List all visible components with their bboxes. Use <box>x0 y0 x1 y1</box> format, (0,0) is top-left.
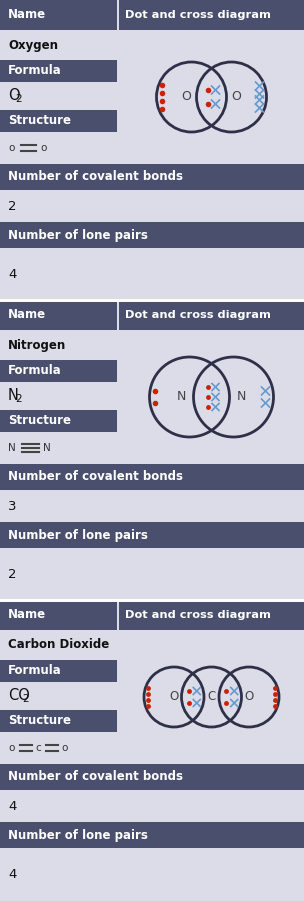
Text: N: N <box>8 388 19 404</box>
Text: Number of lone pairs: Number of lone pairs <box>8 529 148 542</box>
Text: o: o <box>8 743 14 753</box>
Text: o: o <box>40 143 47 153</box>
Text: C: C <box>207 690 216 704</box>
Bar <box>0 192 304 220</box>
Bar <box>0 492 304 520</box>
Bar <box>0 134 117 162</box>
Bar <box>0 84 117 108</box>
Text: N: N <box>237 390 246 404</box>
Text: Formula: Formula <box>8 665 62 678</box>
Text: o: o <box>8 143 14 153</box>
Bar <box>0 632 117 658</box>
Bar <box>0 764 304 790</box>
Text: N: N <box>8 443 16 453</box>
Bar <box>0 384 117 408</box>
Bar <box>0 60 117 82</box>
Text: Dot and cross diagram: Dot and cross diagram <box>125 310 271 320</box>
Bar <box>0 600 117 630</box>
Bar <box>0 660 117 682</box>
Bar <box>119 300 304 330</box>
Bar <box>0 0 117 30</box>
Text: c: c <box>35 743 41 753</box>
Bar <box>0 410 117 432</box>
Text: Structure: Structure <box>8 414 71 427</box>
Text: Dot and cross diagram: Dot and cross diagram <box>125 10 271 20</box>
Bar <box>0 822 304 848</box>
Text: 3: 3 <box>8 499 16 513</box>
Bar <box>0 522 304 548</box>
Text: 2: 2 <box>15 94 22 104</box>
Text: N: N <box>43 443 51 453</box>
Text: Formula: Formula <box>8 365 62 378</box>
Bar <box>0 550 304 598</box>
Bar <box>0 360 117 382</box>
Text: 2: 2 <box>8 568 16 580</box>
Bar <box>0 222 304 248</box>
Text: 4: 4 <box>8 868 16 880</box>
Text: O: O <box>232 90 241 104</box>
Bar <box>0 710 117 732</box>
Text: O: O <box>169 690 179 704</box>
Bar <box>119 332 304 462</box>
Text: Name: Name <box>8 608 46 622</box>
Text: Carbon Dioxide: Carbon Dioxide <box>8 639 109 651</box>
Text: 2: 2 <box>22 694 29 704</box>
Text: O: O <box>244 690 254 704</box>
Text: Number of lone pairs: Number of lone pairs <box>8 829 148 842</box>
Bar <box>0 250 304 298</box>
Bar <box>0 434 117 462</box>
Bar <box>0 332 117 358</box>
Text: 4: 4 <box>8 268 16 280</box>
Text: Formula: Formula <box>8 65 62 77</box>
Bar <box>0 464 304 490</box>
Text: 2: 2 <box>15 394 22 404</box>
Text: Name: Name <box>8 308 46 322</box>
Text: Structure: Structure <box>8 114 71 128</box>
Text: Number of lone pairs: Number of lone pairs <box>8 229 148 241</box>
Text: N: N <box>177 390 186 404</box>
Text: O: O <box>181 90 192 104</box>
Bar <box>0 32 117 58</box>
Text: Name: Name <box>8 8 46 22</box>
Text: Number of covalent bonds: Number of covalent bonds <box>8 770 183 784</box>
Text: o: o <box>61 743 67 753</box>
Text: Oxygen: Oxygen <box>8 39 58 51</box>
Bar <box>0 164 304 190</box>
Bar <box>0 734 117 762</box>
Bar <box>0 850 304 898</box>
Bar <box>0 300 117 330</box>
Bar <box>0 110 117 132</box>
Text: O: O <box>8 88 20 104</box>
Text: Number of covalent bonds: Number of covalent bonds <box>8 470 183 484</box>
Text: Number of covalent bonds: Number of covalent bonds <box>8 170 183 184</box>
Text: 2: 2 <box>8 199 16 213</box>
Text: 4: 4 <box>8 799 16 813</box>
Text: CO: CO <box>8 688 30 704</box>
Bar <box>0 599 304 602</box>
Bar <box>119 0 304 30</box>
Bar <box>0 792 304 820</box>
Bar <box>119 32 304 162</box>
Text: Dot and cross diagram: Dot and cross diagram <box>125 610 271 620</box>
Text: Nitrogen: Nitrogen <box>8 339 66 351</box>
Bar <box>0 299 304 302</box>
Bar <box>119 632 304 762</box>
Bar <box>0 684 117 708</box>
Text: Structure: Structure <box>8 714 71 727</box>
Bar <box>119 600 304 630</box>
